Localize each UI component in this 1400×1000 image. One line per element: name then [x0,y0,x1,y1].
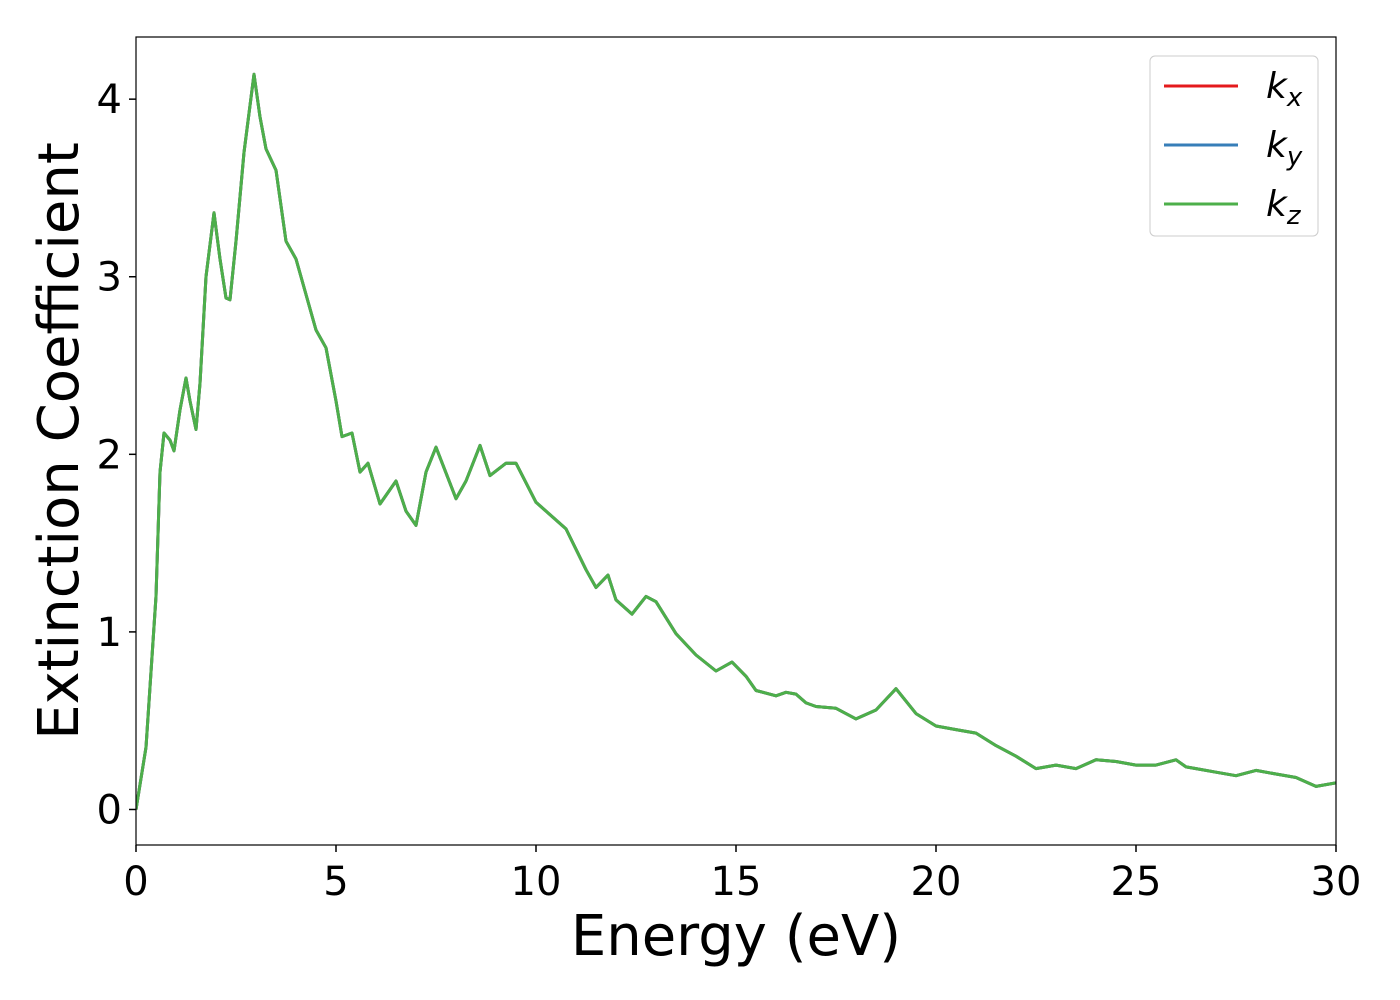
legend-label: kx [1266,66,1303,113]
x-tick-label: 15 [711,859,762,905]
x-tick-label: 30 [1311,859,1362,905]
x-axis-label: Energy (eV) [571,904,901,969]
x-tick-label: 20 [911,859,962,905]
x-tick-label: 5 [323,859,348,905]
y-tick-label: 0 [97,787,122,833]
y-tick-label: 4 [97,77,122,123]
y-tick-label: 3 [97,255,122,301]
legend-label: kz [1266,184,1302,231]
y-tick-label: 2 [97,432,122,478]
line-series [136,72,1336,810]
plot-frame [135,36,1337,846]
x-tick-label: 25 [1111,859,1162,905]
y-axis-label: Extinction Coefficient [27,142,92,740]
legend-label: ky [1266,125,1303,172]
x-tick-label: 10 [511,859,562,905]
x-tick-label: 0 [123,859,148,905]
y-tick-label: 1 [97,610,122,656]
